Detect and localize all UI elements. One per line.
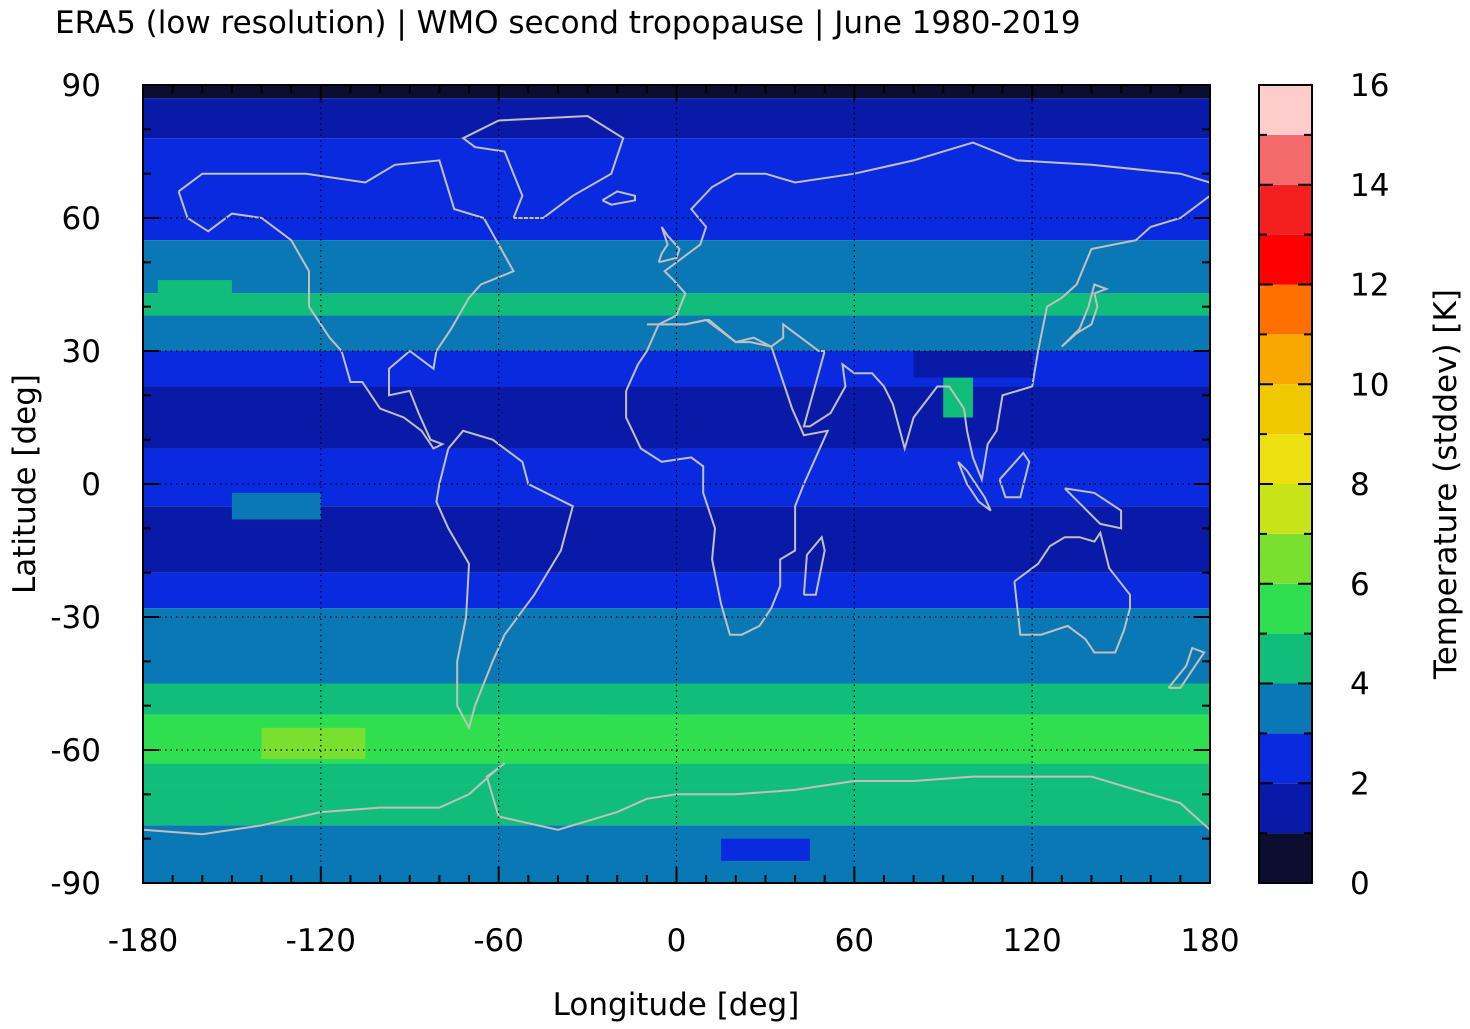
colorbar-tick-label: 14 <box>1350 168 1389 204</box>
colorbar <box>1259 85 1312 883</box>
heatmap-patch-0 <box>157 280 232 316</box>
y-tick-label: 0 <box>81 467 101 503</box>
colorbar-swatch-0 <box>1259 833 1312 883</box>
colorbar-swatch-3 <box>1259 683 1312 734</box>
heatmap-band-11 <box>143 608 1210 684</box>
axis-ticks <box>142 84 1211 884</box>
x-tick-label: -120 <box>286 923 356 959</box>
heatmap-patch-3 <box>602 714 692 750</box>
colorbar-swatch-9 <box>1259 384 1312 435</box>
gridlines <box>143 85 1210 883</box>
y-tick-label: 60 <box>62 201 101 237</box>
heatmap-patch-2 <box>261 727 366 759</box>
colorbar-swatch-6 <box>1259 533 1312 584</box>
colorbar-tick-label: 4 <box>1350 667 1370 703</box>
coastline-7 <box>802 535 826 596</box>
heatmap-band-7 <box>143 386 1210 449</box>
heatmap-band-6 <box>143 351 1210 387</box>
colorbar-swatch-15 <box>1259 85 1312 135</box>
coastlines <box>143 114 1210 836</box>
coastline-9 <box>1061 283 1110 348</box>
x-tick-label: 180 <box>1180 923 1239 959</box>
y-tick-label: 90 <box>62 68 101 104</box>
colorbar-tick-label: 6 <box>1350 567 1370 603</box>
y-tick-label: -30 <box>50 600 101 636</box>
colorbar-swatch-10 <box>1259 334 1312 385</box>
x-tick-label: 60 <box>835 923 874 959</box>
coastline-11 <box>998 451 1031 499</box>
coastline-13 <box>1167 646 1206 689</box>
coastline-1 <box>435 429 574 731</box>
colorbar-swatch-1 <box>1259 783 1312 834</box>
colorbar-tick-label: 8 <box>1350 467 1370 503</box>
colorbar-swatch-7 <box>1259 484 1312 534</box>
coastline-0 <box>177 159 515 450</box>
colorbar-swatch-8 <box>1259 434 1312 484</box>
heatmap-patch-4 <box>824 718 944 750</box>
heatmap-patch-6 <box>231 492 321 520</box>
colorbar-tick-labels: 16 14 12 10 8 6 4 2 0 <box>1350 68 1389 902</box>
x-tick-labels: -180 -120 -60 0 60 120 180 <box>108 923 1240 959</box>
heatmap-band-12 <box>143 683 1210 715</box>
colorbar-swatch-5 <box>1259 583 1312 634</box>
y-tick-label: -60 <box>50 733 101 769</box>
heatmap-patch-7 <box>720 838 810 861</box>
colorbar-label: Temperature (stddev) [K] <box>1428 289 1464 680</box>
y-axis-label: Latitude [deg] <box>7 374 43 594</box>
coastline-14 <box>601 190 636 206</box>
colorbar-swatch-13 <box>1259 184 1312 235</box>
colorbar-ticks <box>1259 84 1312 884</box>
coastline-2 <box>461 114 625 219</box>
coastline-5 <box>1013 530 1131 654</box>
heatmap-band-14 <box>143 763 1210 786</box>
heatmap-band-4 <box>143 293 1210 316</box>
heatmap-patch-1 <box>943 373 973 418</box>
x-axis-label: Longitude [deg] <box>553 987 800 1023</box>
y-tick-label: -90 <box>50 866 101 902</box>
coastline-6 <box>143 762 1210 836</box>
x-tick-label: 0 <box>667 923 687 959</box>
colorbar-tick-label: 16 <box>1350 68 1389 104</box>
colorbar-tick-label: 2 <box>1350 766 1370 802</box>
heatmap-band-15 <box>143 785 1210 826</box>
colorbar-tick-label: 10 <box>1350 367 1389 403</box>
coastline-4 <box>625 318 830 636</box>
colorbar-swatch-4 <box>1259 633 1312 684</box>
colorbar-swatch-14 <box>1259 134 1312 185</box>
colorbar-swatch-12 <box>1259 234 1312 285</box>
x-tick-label: -180 <box>108 923 178 959</box>
heatmap-band-2 <box>143 138 1210 241</box>
y-tick-labels: 90 60 30 0 -30 -60 -90 <box>50 68 101 902</box>
coastline-12 <box>1064 487 1123 530</box>
coastline-10 <box>957 461 992 512</box>
chart-title: ERA5 (low resolution) | WMO second tropo… <box>55 5 1081 41</box>
heatmap-patch-5 <box>913 351 1033 378</box>
colorbar-swatch-2 <box>1259 733 1312 784</box>
y-tick-label: 30 <box>62 334 101 370</box>
x-tick-label: 120 <box>1003 923 1062 959</box>
colorbar-swatch-11 <box>1259 284 1312 335</box>
colorbar-tick-label: 12 <box>1350 268 1389 304</box>
x-tick-label: -60 <box>473 923 524 959</box>
colorbar-tick-label: 0 <box>1350 866 1370 902</box>
